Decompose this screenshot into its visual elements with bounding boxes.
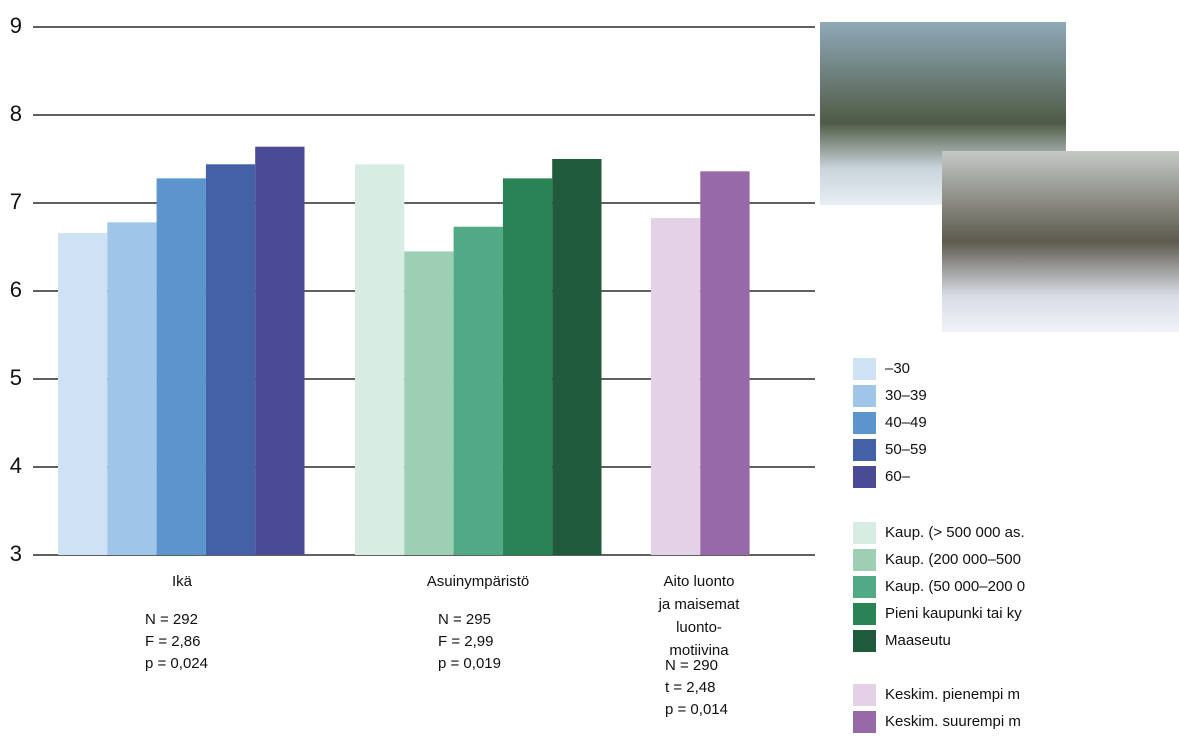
group-stat: N = 290: [665, 657, 718, 674]
y-tick-label: 3: [10, 541, 22, 566]
bar: [205, 164, 256, 555]
legend-label: Kaup. (200 000–500: [885, 551, 1021, 568]
y-tick-label: 5: [10, 365, 22, 390]
y-tick-label: 6: [10, 277, 22, 302]
legend-swatch: [853, 439, 876, 461]
bar: [156, 178, 206, 556]
legend-label: Pieni kaupunki tai ky: [885, 605, 1022, 622]
group-stat: F = 2,99: [438, 633, 493, 650]
legend-swatch: [853, 412, 876, 434]
legend-label: Kaup. (> 500 000 as.: [885, 524, 1025, 541]
bar: [502, 178, 553, 556]
bar: [700, 171, 750, 555]
bar: [404, 251, 454, 555]
legend-label: 30–39: [885, 387, 927, 404]
bar: [651, 217, 701, 555]
legend-label: –30: [885, 360, 910, 377]
legend-swatch: [853, 522, 876, 544]
group-label: motiivina: [669, 642, 729, 659]
legend-swatch: [853, 358, 876, 380]
legend-label: Kaup. (50 000–200 0: [885, 578, 1025, 595]
legend-label: Keskim. suurempi m: [885, 713, 1021, 730]
legend-label: Keskim. pienempi m: [885, 686, 1020, 703]
y-tick-label: 7: [10, 189, 22, 214]
legend-swatch: [853, 684, 876, 706]
group-stat: N = 295: [438, 611, 491, 628]
group-stat: N = 292: [145, 611, 198, 628]
group-stat: F = 2,86: [145, 633, 200, 650]
bar: [453, 226, 503, 555]
legend-swatch: [853, 549, 876, 571]
legend-label: 60–: [885, 468, 911, 485]
photo-forest: [942, 151, 1179, 332]
legend-swatch: [853, 385, 876, 407]
group-label: ja maisemat: [658, 596, 741, 613]
legend-label: 40–49: [885, 414, 927, 431]
bar: [355, 164, 405, 555]
group-stat: p = 0,024: [145, 655, 208, 672]
legend-swatch: [853, 630, 876, 652]
bar: [552, 159, 602, 555]
legend-swatch: [853, 711, 876, 733]
group-label: Asuinympäristö: [427, 573, 530, 590]
bar: [58, 232, 108, 556]
legend-swatch: [853, 576, 876, 598]
bar: [255, 146, 305, 555]
group-stat: p = 0,019: [438, 655, 501, 672]
legend-label: 50–59: [885, 441, 927, 458]
y-tick-label: 9: [10, 13, 22, 38]
legend-label: Maaseutu: [885, 632, 951, 649]
legend-swatch: [853, 603, 876, 625]
y-tick-label: 4: [10, 453, 22, 478]
bar: [107, 222, 157, 556]
group-stat: p = 0,014: [665, 701, 728, 718]
group-label: Aito luonto: [664, 573, 735, 590]
group-stat: t = 2,48: [665, 679, 715, 696]
y-tick-label: 8: [10, 101, 22, 126]
group-label: Ikä: [172, 573, 193, 590]
legend-swatch: [853, 466, 876, 488]
group-label: luonto-: [676, 619, 722, 636]
